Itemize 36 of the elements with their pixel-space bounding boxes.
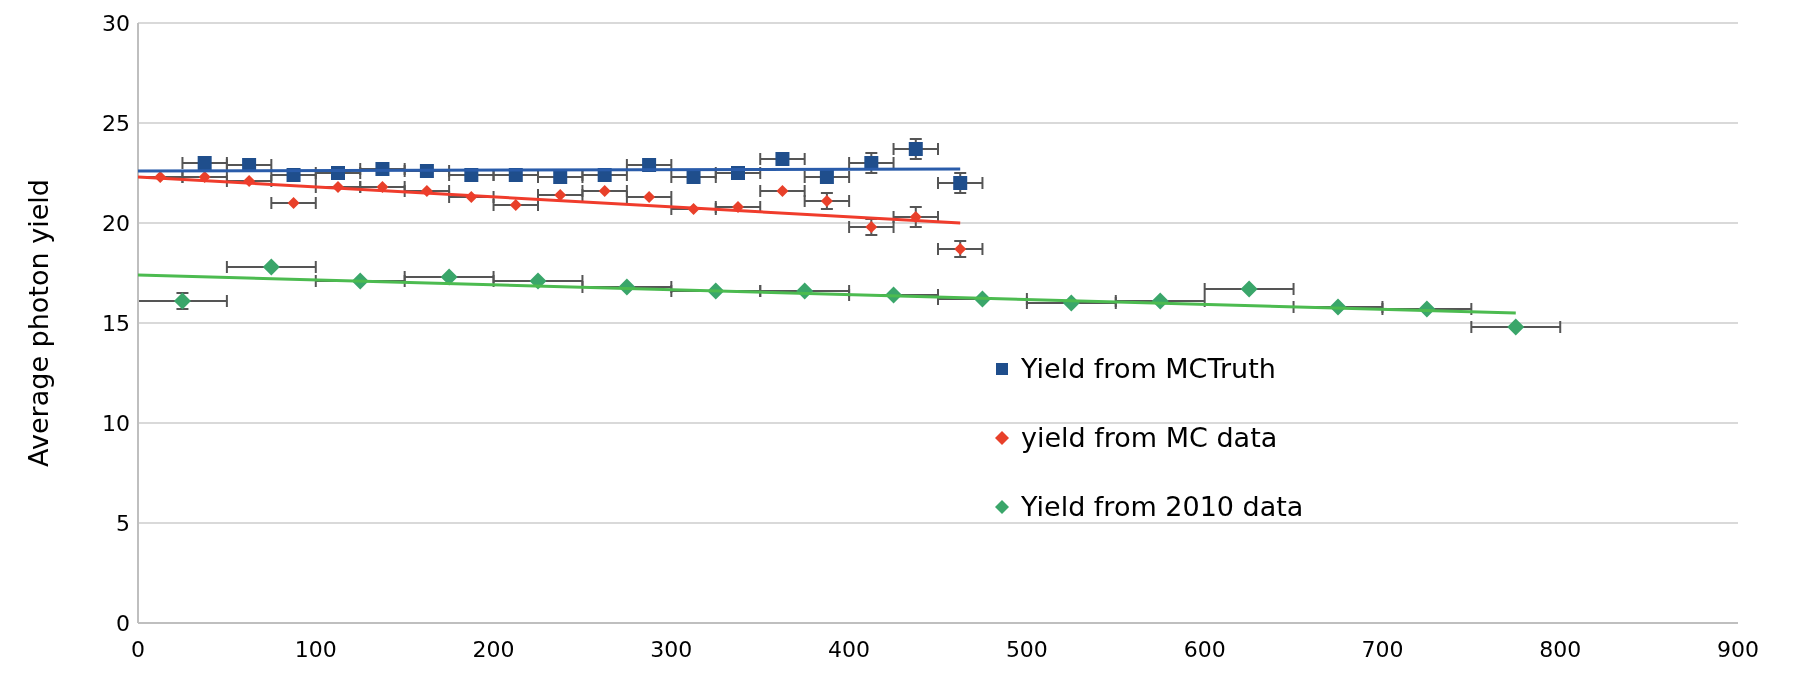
x-tick-label: 700: [1361, 636, 1404, 662]
point: [554, 189, 567, 201]
x-tick-label: 200: [472, 636, 515, 662]
legend-label: Yield from MCTruth: [1021, 353, 1276, 384]
x-tick-label: 100: [294, 636, 337, 662]
point: [1240, 280, 1258, 298]
x-tick-label: 600: [1183, 636, 1226, 662]
point: [776, 185, 789, 197]
point: [686, 170, 701, 184]
point: [1507, 318, 1525, 336]
x-tick-label: 300: [650, 636, 693, 662]
point: [598, 185, 611, 197]
point: [775, 152, 790, 166]
y-tick-label: 15: [102, 310, 130, 336]
point: [908, 142, 923, 156]
point: [953, 176, 968, 190]
legend-label: Yield from 2010 data: [1021, 491, 1304, 522]
y-tick-label: 5: [116, 510, 130, 536]
y-tick-label: 20: [102, 210, 130, 236]
y-tick-label: 25: [102, 110, 130, 136]
y-tick-label: 10: [102, 410, 130, 436]
x-tick-label: 900: [1717, 636, 1759, 662]
y-tick-label: 0: [116, 610, 130, 636]
legend-label: yield from MC data: [1021, 422, 1278, 453]
y-tick-label: 30: [102, 10, 130, 36]
point: [262, 258, 280, 276]
x-tick-label: 400: [828, 636, 871, 662]
point: [197, 156, 212, 170]
x-tick-label: 500: [1005, 636, 1048, 662]
x-tick-label: 800: [1539, 636, 1582, 662]
point: [553, 170, 568, 184]
y-axis-title: Average photon yield: [22, 179, 54, 467]
point: [643, 191, 656, 203]
point: [819, 170, 834, 184]
point: [287, 197, 300, 209]
point: [509, 199, 522, 211]
